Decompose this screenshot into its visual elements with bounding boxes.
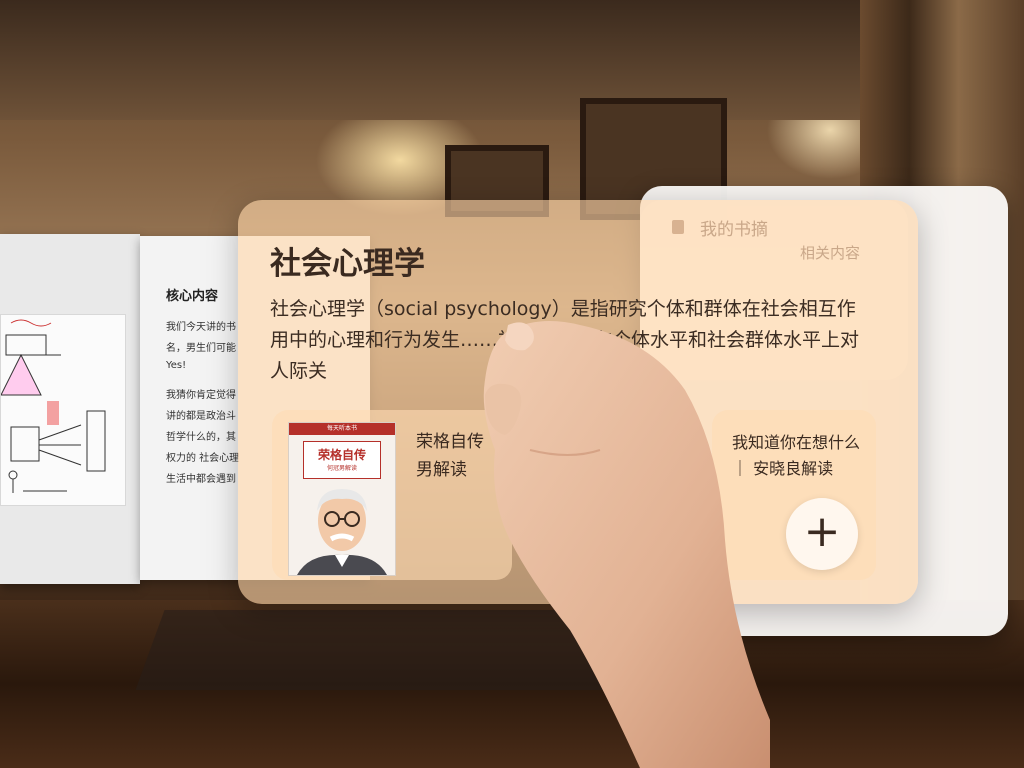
- my-excerpts-label[interactable]: 我的书摘: [700, 220, 768, 240]
- book-cover-jung[interactable]: 每天听本书 荣格自传 何冠男解读: [288, 422, 396, 576]
- mindmap-illustration: [0, 314, 126, 506]
- core-content-title: 核心内容: [166, 289, 219, 304]
- core-line: 权力的 社会心理: [166, 453, 240, 464]
- cover-header: 每天听本书: [289, 423, 395, 435]
- ceiling: [0, 0, 1024, 120]
- book-title[interactable]: 荣格自传 男解读: [416, 432, 484, 480]
- core-line: 我们今天讲的书: [166, 322, 236, 333]
- cover-subtitle: 何冠男解读: [326, 465, 357, 472]
- cover-title: 荣格自传: [317, 448, 366, 462]
- book-title[interactable]: 我知道你在想什么｜ 安晓良解读: [732, 433, 861, 478]
- bookmark-icon: [672, 220, 684, 234]
- core-line: 名，男生们可能: [166, 343, 236, 354]
- page-title: 社会心理学: [270, 246, 425, 282]
- add-button[interactable]: +: [786, 498, 858, 570]
- core-line: 我猜你肯定觉得: [166, 390, 236, 401]
- core-line: 哲学什么的，其: [166, 432, 236, 443]
- related-content-label[interactable]: 相关内容: [800, 244, 861, 262]
- core-line: Yes!: [166, 360, 187, 371]
- core-line: 讲的都是政治斗: [166, 411, 236, 422]
- cover-title-box: 荣格自传 何冠男解读: [303, 441, 381, 479]
- core-line: 生活中都会遇到: [166, 474, 236, 485]
- user-hand: [483, 321, 770, 768]
- book-left-page: [0, 234, 140, 584]
- portrait-illustration: [297, 489, 387, 575]
- excerpt-side-panel[interactable]: [640, 200, 908, 380]
